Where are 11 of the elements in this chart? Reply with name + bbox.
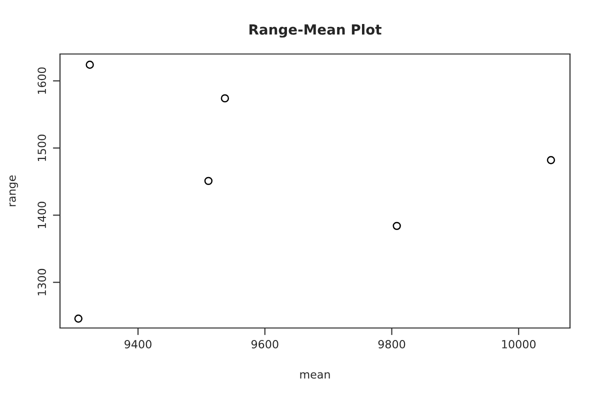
y-tick-label: 1400 [38,202,46,228]
chart-title: Range-Mean Plot [250,24,382,38]
x-tick-label: 10000 [502,340,536,348]
x-tick-label: 9600 [251,340,278,348]
y-tick-label: 1500 [38,134,46,161]
y-tick-label: 1600 [38,67,46,94]
x-tick-label: 9400 [124,340,152,348]
y-tick-label: 1300 [38,268,46,296]
x-tick-label: 9800 [378,340,406,348]
x-axis-title: mean [300,372,330,379]
y-axis-title: range [9,175,18,206]
